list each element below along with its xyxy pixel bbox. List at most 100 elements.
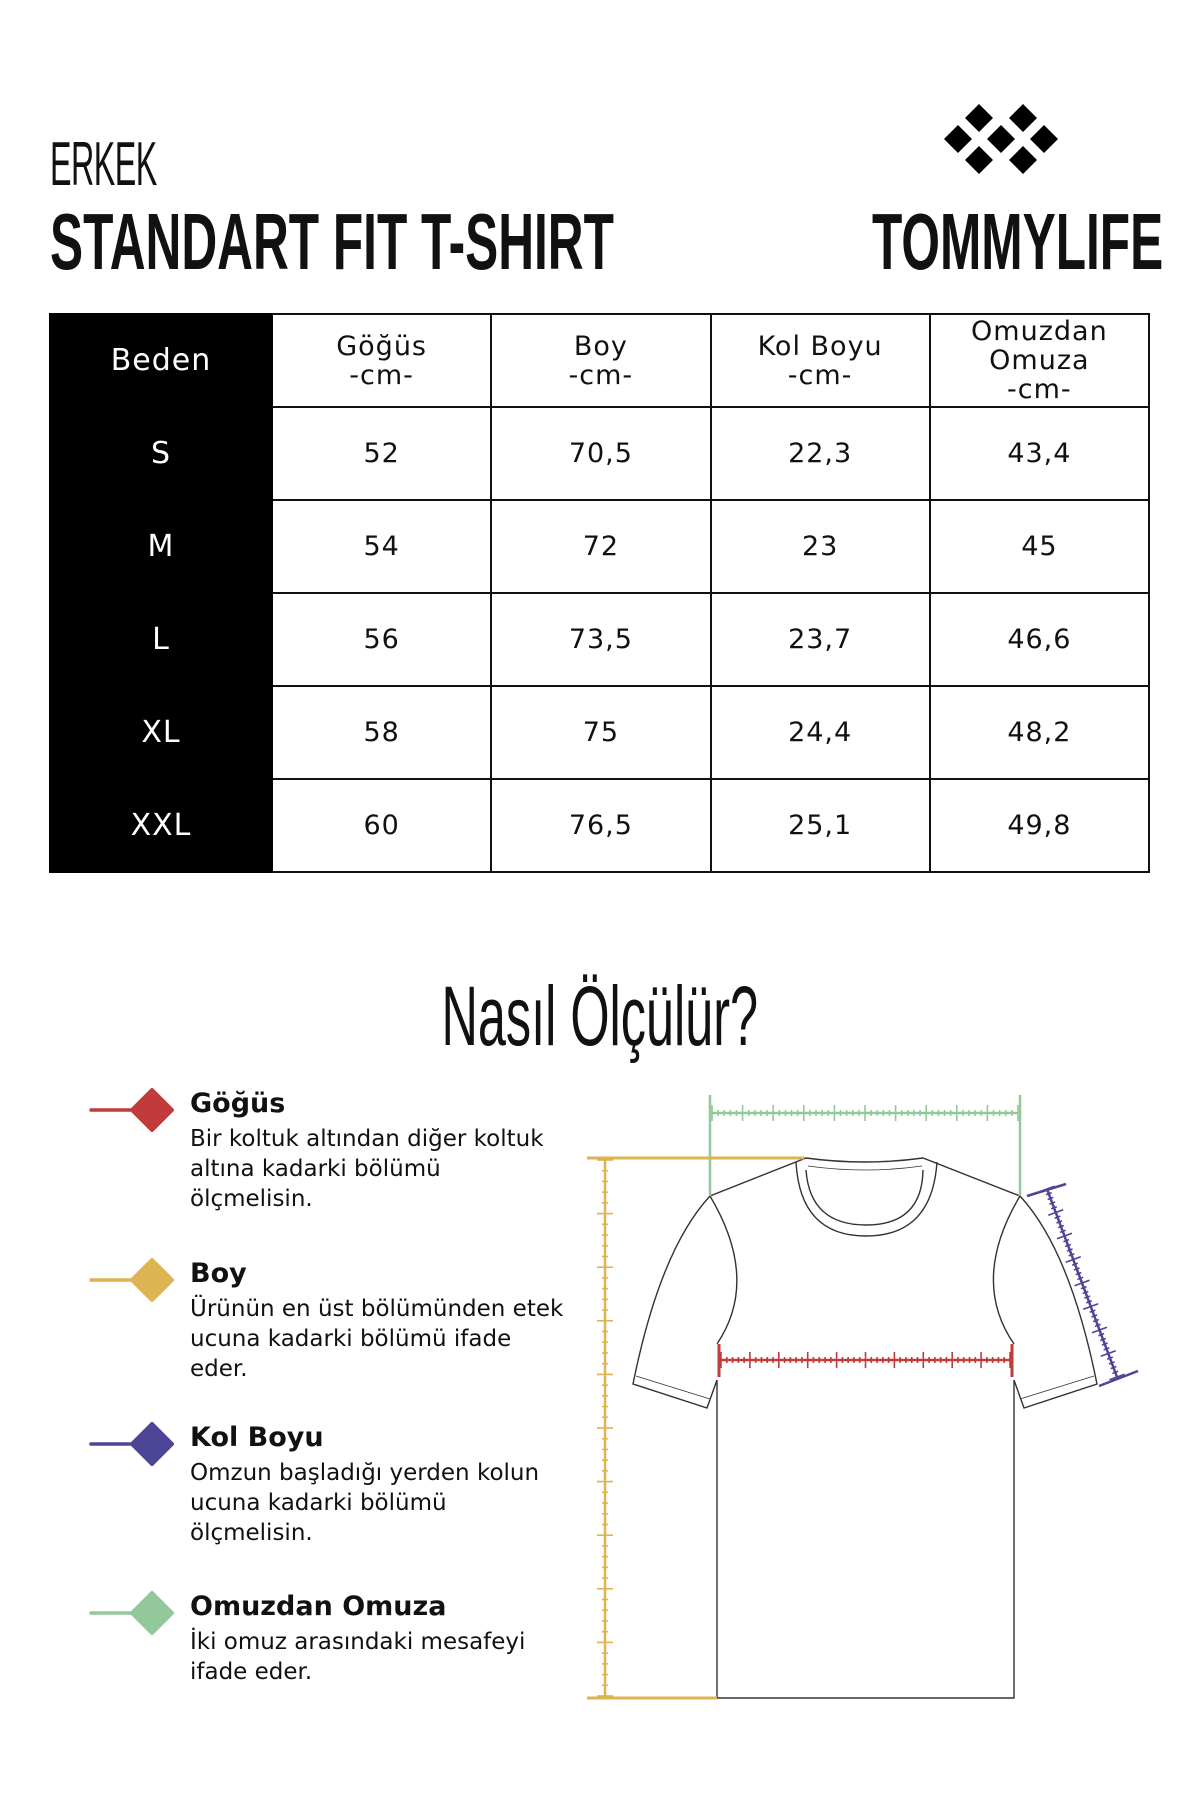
legend-item: Omuzdan Omuza İki omuz arasındaki mesafey… bbox=[190, 1591, 570, 1687]
sleeve-ruler-tick bbox=[1082, 1290, 1089, 1295]
measurement-cell: 23,7 bbox=[709, 592, 931, 687]
table-row: S 52 70,5 22,3 43,4 bbox=[49, 406, 1151, 501]
measurement-cell: 58 bbox=[270, 685, 493, 780]
measurement-cell: 24,4 bbox=[709, 685, 931, 780]
measurement-cell: 72 bbox=[490, 499, 712, 594]
size-cell: S bbox=[49, 406, 273, 501]
sleeve-ruler-tick bbox=[1064, 1243, 1072, 1248]
brand-name: TOMMYLIFE bbox=[872, 197, 1164, 286]
measurement-cell: 43,4 bbox=[928, 406, 1151, 501]
sleeve-ruler-tick bbox=[1056, 1232, 1073, 1240]
legend-item: Göğüs Bir koltuk altından diğer koltuk al… bbox=[190, 1088, 570, 1214]
sleeve-ruler-tick bbox=[1109, 1373, 1125, 1381]
measurement-cell: 45 bbox=[928, 499, 1151, 594]
measurement-cell: 70,5 bbox=[490, 406, 712, 501]
sleeve-ruler-tick bbox=[1085, 1300, 1093, 1304]
column-header: Göğüs -cm- bbox=[270, 313, 493, 408]
table-row: M 54 72 23 45 bbox=[49, 499, 1151, 594]
table-row: XXL 60 76,5 25,1 49,8 bbox=[49, 778, 1151, 873]
legend-title: Omuzdan Omuza bbox=[190, 1591, 447, 1622]
sleeve-ruler-tick bbox=[1059, 1229, 1066, 1234]
sleeve-ruler-tick bbox=[1108, 1361, 1115, 1365]
sleeve-ruler-tick bbox=[1049, 1201, 1056, 1205]
legend-item: Boy Ürünün en üst bölümünden etek ucuna k… bbox=[190, 1258, 570, 1384]
sleeve-ruler-tick bbox=[1103, 1347, 1110, 1351]
how-to-measure-heading: Nasıl Ölçülür? bbox=[0, 968, 1200, 1065]
legend-diamond-icon bbox=[89, 1591, 174, 1635]
legend-title: Göğüs bbox=[190, 1088, 286, 1119]
subtitle: ERKEK bbox=[50, 130, 157, 199]
brand-logo-icon bbox=[944, 104, 1058, 174]
measurement-cell: 76,5 bbox=[490, 778, 712, 873]
sleeve-ruler-tick bbox=[1045, 1191, 1052, 1196]
table-row: L 56 73,5 23,7 46,6 bbox=[49, 592, 1151, 687]
sleeve-ruler-tick bbox=[1071, 1262, 1079, 1266]
size-cell: XXL bbox=[49, 778, 273, 873]
legend-title: Kol Boyu bbox=[190, 1422, 324, 1453]
measurement-cell: 73,5 bbox=[490, 592, 712, 687]
measurement-cell: 56 bbox=[270, 592, 493, 687]
size-cell: M bbox=[49, 499, 273, 594]
sleeve-ruler-tick bbox=[1050, 1206, 1058, 1210]
sleeve-ruler-tick bbox=[1091, 1314, 1098, 1318]
measurement-cell: 75 bbox=[490, 685, 712, 780]
measurement-cell: 46,6 bbox=[928, 592, 1151, 687]
sleeve-ruler-tick bbox=[1065, 1255, 1082, 1264]
size-cell: XL bbox=[49, 685, 273, 780]
sleeve-ruler-tick bbox=[1047, 1196, 1054, 1201]
sleeve-ruler-tick bbox=[1084, 1295, 1091, 1299]
measurement-cell: 22,3 bbox=[709, 406, 931, 501]
sleeve-ruler-tick bbox=[1068, 1253, 1075, 1257]
measurement-cell: 25,1 bbox=[709, 778, 931, 873]
sleeve-ruler-tick bbox=[1054, 1215, 1061, 1219]
sleeve-ruler-tick bbox=[1098, 1332, 1105, 1337]
sleeve-ruler-tick bbox=[1066, 1248, 1073, 1252]
sleeve-ruler-tick bbox=[1099, 1337, 1107, 1342]
column-header: Kol Boyu -cm- bbox=[709, 313, 931, 408]
sleeve-cap bbox=[1098, 1369, 1139, 1388]
measurement-cell: 49,8 bbox=[928, 778, 1151, 873]
table-header-row: Beden Göğüs -cm- Boy -cm- Kol Boyu -cm- Omuz… bbox=[49, 313, 1151, 408]
sleeve-ruler-tick bbox=[1091, 1326, 1108, 1334]
legend-description: İki omuz arasındaki mesafeyi ifade eder. bbox=[190, 1629, 526, 1685]
measurement-cell: 54 bbox=[270, 499, 493, 594]
measurement-cell: 52 bbox=[270, 406, 493, 501]
measurement-cell: 60 bbox=[270, 778, 493, 873]
sleeve-ruler-tick bbox=[1100, 1349, 1117, 1358]
sleeve-ruler-tick bbox=[1057, 1224, 1065, 1229]
legend-diamond-icon bbox=[89, 1088, 174, 1132]
sleeve-ruler-tick bbox=[1082, 1302, 1099, 1311]
table-row: XL 58 75 24,4 48,2 bbox=[49, 685, 1151, 780]
measurement-cell: 23 bbox=[709, 499, 931, 594]
legend-diamond-icon bbox=[89, 1258, 174, 1302]
sleeve-ruler-tick bbox=[1092, 1318, 1100, 1323]
sleeve-ruler-tick bbox=[1089, 1309, 1096, 1313]
sleeve-ruler-tick bbox=[1047, 1208, 1064, 1217]
column-header: Omuzdan Omuza -cm- bbox=[928, 313, 1151, 408]
measurement-cell: 48,2 bbox=[928, 685, 1151, 780]
sleeve-ruler-tick bbox=[1073, 1267, 1080, 1271]
sleeve-ruler-tick bbox=[1112, 1370, 1119, 1375]
size-cell: L bbox=[49, 592, 273, 687]
sleeve-ruler-tick bbox=[1039, 1185, 1055, 1193]
legend-description: Ürünün en üst bölümünden etek ucuna kada… bbox=[190, 1296, 564, 1382]
sleeve-ruler-tick bbox=[1056, 1220, 1063, 1224]
sleeve-ruler-tick bbox=[1106, 1356, 1114, 1360]
sleeve-ruler-tick bbox=[1080, 1285, 1087, 1290]
sleeve-ruler-tick bbox=[1075, 1271, 1082, 1276]
how-to-measure-title: Nasıl Ölçülür? bbox=[441, 969, 759, 1063]
legend-title: Boy bbox=[190, 1258, 247, 1289]
legend-diamond-icon bbox=[89, 1422, 174, 1466]
column-header: Boy -cm- bbox=[490, 313, 712, 408]
legend-item: Kol Boyu Omzun başladığı yerden kolun ucu… bbox=[190, 1422, 570, 1548]
tshirt-outline bbox=[632, 1157, 1098, 1699]
column-header-size: Beden bbox=[49, 313, 273, 408]
page-title: STANDART FIT T-SHIRT bbox=[50, 197, 614, 286]
legend-description: Bir koltuk altından diğer koltuk altına … bbox=[190, 1126, 544, 1212]
size-table: Beden Göğüs -cm- Boy -cm- Kol Boyu -cm- Omuz… bbox=[49, 313, 1151, 873]
sleeve-ruler-tick bbox=[1074, 1279, 1090, 1287]
legend-description: Omzun başladığı yerden kolun ucuna kadar… bbox=[190, 1460, 540, 1546]
sleeve-ruler-tick bbox=[1063, 1238, 1070, 1243]
sleeve-ruler-tick bbox=[1110, 1365, 1117, 1370]
